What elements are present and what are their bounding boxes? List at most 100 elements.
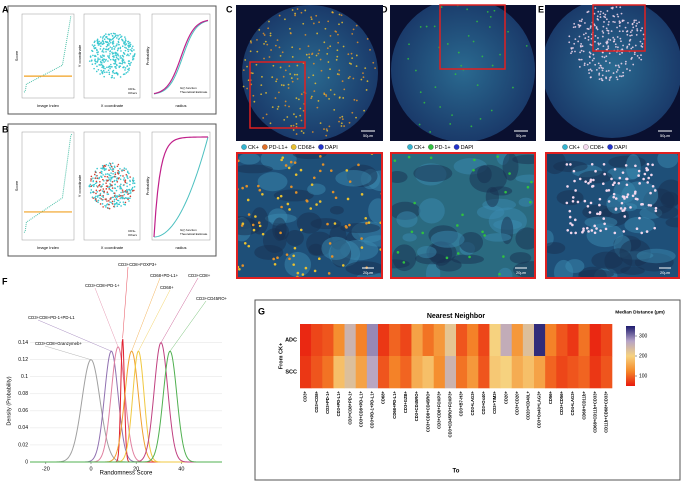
cell-dot — [108, 162, 111, 164]
cell-dot — [112, 168, 115, 171]
x-tick-label: -20 — [42, 466, 50, 472]
marker-dot — [276, 256, 279, 260]
marker-dot — [598, 210, 602, 214]
cell-dot — [123, 61, 126, 64]
marker-dot — [363, 109, 366, 112]
scale-label: 50µm — [516, 133, 527, 138]
cell-dot — [104, 175, 106, 178]
marker-dot — [631, 46, 634, 49]
cell-dot — [127, 48, 129, 51]
marker-dot — [355, 116, 357, 119]
marker-dot — [440, 6, 443, 8]
leader-line — [94, 287, 119, 347]
marker-dot — [604, 227, 608, 231]
cell-dot — [97, 57, 99, 59]
colorbar-tick-label: 300 — [639, 333, 648, 339]
marker-dot — [290, 185, 293, 189]
cell-dot — [100, 41, 102, 44]
marker-dot — [260, 93, 263, 96]
cell-dot — [113, 205, 115, 208]
cell-dot — [112, 172, 114, 175]
axis-label: Image Index — [37, 245, 59, 250]
heatmap-cell — [489, 356, 501, 389]
cell-dot — [132, 177, 135, 179]
column-label: CD68+PD-L1+ — [392, 390, 397, 418]
marker-dot — [327, 61, 330, 63]
marker-dot — [312, 176, 316, 180]
cell-dot — [103, 190, 105, 193]
marker-dot — [616, 13, 619, 16]
cell-dot — [111, 48, 113, 50]
marker-dot — [334, 196, 338, 200]
marker-dot — [616, 26, 618, 29]
panel-label: G — [258, 306, 265, 316]
marker-dot — [625, 195, 629, 199]
cell-dot — [124, 69, 126, 71]
marker-dot — [611, 183, 615, 187]
cell-dot — [127, 45, 130, 47]
marker-dot — [629, 206, 632, 209]
marker-dot — [309, 207, 313, 210]
tissue-patch — [604, 248, 633, 274]
chart-title: Nearest Neighbor — [427, 313, 486, 320]
cell-dot — [129, 195, 132, 198]
cell-dot — [113, 72, 116, 75]
tissue-patch — [329, 205, 344, 215]
cell-dot — [114, 51, 117, 54]
cell-dot — [94, 177, 97, 179]
marker-dot — [261, 192, 264, 196]
column-label: CD3+CD8+PD-L1+ — [358, 390, 363, 427]
marker-dot — [618, 22, 621, 24]
marker-dot — [263, 42, 265, 45]
marker-dot — [279, 194, 283, 198]
marker-dot — [274, 44, 277, 47]
marker-dot — [262, 117, 265, 119]
heatmap-cell — [578, 324, 591, 357]
marker-dot — [565, 163, 569, 166]
marker-dot — [634, 164, 637, 168]
cell-dot — [102, 196, 105, 199]
marker-dot — [585, 226, 589, 230]
tissue-core — [391, 5, 535, 141]
marker-dot — [628, 39, 631, 42]
marker-dot — [631, 56, 633, 59]
cell-dot — [105, 33, 107, 35]
tissue-patch — [546, 230, 554, 247]
cell-dot — [90, 60, 93, 62]
marker-dot — [272, 257, 275, 261]
marker-dot — [318, 169, 322, 173]
cell-dot — [113, 62, 115, 65]
cell-dot — [114, 196, 117, 198]
mini-plot — [21, 13, 75, 99]
cell-dot — [94, 171, 97, 173]
marker-dot — [594, 169, 597, 173]
marker-dot — [247, 213, 251, 216]
cell-dot — [99, 181, 101, 183]
marker-dot — [321, 163, 325, 166]
marker-dot — [336, 55, 339, 58]
cell-dot — [102, 206, 104, 208]
marker-dot — [620, 12, 623, 15]
marker-dot — [593, 231, 597, 235]
cell-dot — [110, 189, 113, 192]
marker-dot — [587, 230, 590, 233]
cell-dot — [110, 177, 113, 180]
marker-dot — [584, 37, 587, 40]
marker-dot — [421, 231, 425, 235]
marker-dot — [265, 113, 268, 116]
score-curve — [23, 133, 73, 233]
marker-dot — [597, 37, 599, 39]
marker-dot — [581, 18, 583, 21]
cell-dot — [118, 194, 121, 196]
marker-dot — [325, 134, 328, 137]
marker-dot — [341, 80, 344, 83]
marker-dot — [408, 43, 410, 46]
marker-dot — [289, 160, 293, 164]
cell-dot — [100, 69, 103, 72]
cell-dot — [115, 71, 118, 74]
marker-dot — [329, 89, 332, 91]
theoretical-curve — [153, 136, 209, 238]
cell-dot — [115, 56, 118, 59]
marker-dot — [324, 27, 327, 30]
legend-entry: Theoretical Estimate — [180, 232, 208, 236]
